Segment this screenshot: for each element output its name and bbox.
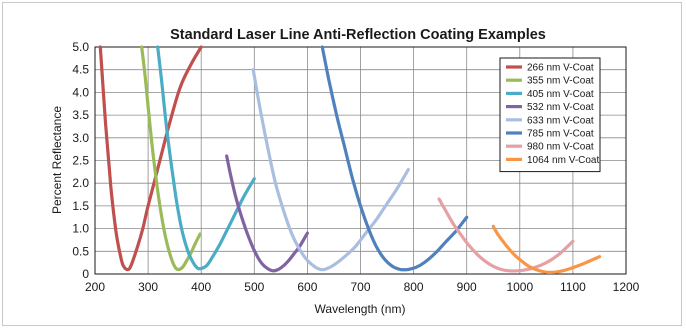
x-tick-label: 400: [191, 280, 211, 294]
y-tick-label: 3.5: [72, 108, 89, 122]
x-tick-label: 1000: [506, 280, 533, 294]
x-tick-label: 1200: [613, 280, 640, 294]
y-tick-label: 1.5: [72, 199, 89, 213]
y-tick-label: 4.0: [72, 85, 89, 99]
legend-label: 980 nm V-Coat: [527, 142, 594, 153]
x-tick-label: 900: [457, 280, 477, 294]
y-tick-label: 3.0: [72, 131, 89, 145]
x-tick-label: 300: [138, 280, 158, 294]
legend-label: 1064 nm V-Coat: [527, 155, 599, 166]
series-line-980-nm-v-coat: [437, 197, 575, 273]
y-tick-label: 5.0: [72, 40, 89, 54]
legend-label: 633 nm V-Coat: [527, 115, 594, 126]
series-layer: [98, 45, 602, 274]
legend-box: [499, 57, 601, 173]
x-tick-label: 600: [297, 280, 317, 294]
legend-label: 355 nm V-Coat: [527, 76, 594, 87]
legend-label: 405 nm V-Coat: [527, 89, 594, 100]
x-tick-label: 1100: [560, 280, 586, 294]
y-tick-label: 0: [82, 267, 89, 281]
chart-title: Standard Laser Line Anti-Reflection Coat…: [170, 27, 546, 43]
x-axis-label: Wavelength (nm): [315, 302, 406, 316]
tick-labels: 200 300 400 500 600 700 800 900 1000 1100 1200 0 0.5…: [72, 40, 639, 294]
y-tick-label: 2.0: [72, 176, 89, 190]
x-tick-label: 800: [404, 280, 424, 294]
legend-label: 532 nm V-Coat: [527, 102, 594, 113]
legend: 266 nm V-Coat 355 nm V-Coat 405 nm V-Coat 5…: [499, 57, 601, 173]
y-tick-label: 1.0: [72, 222, 89, 236]
series-line-266-nm-v-coat: [98, 45, 203, 272]
plot-border: [94, 46, 627, 275]
x-tick-label: 500: [244, 280, 264, 294]
series-line-633-nm-v-coat: [251, 68, 410, 272]
y-axis-label: Percent Reflectance: [50, 106, 64, 214]
x-tick-label: 200: [85, 280, 105, 294]
series-line-532-nm-v-coat: [225, 154, 309, 273]
legend-label: 785 nm V-Coat: [527, 129, 594, 140]
series-line-405-nm-v-coat: [156, 45, 256, 271]
series-line-1064-nm-v-coat: [491, 224, 602, 274]
y-tick-label: 2.5: [72, 154, 89, 168]
legend-label: 266 nm V-Coat: [527, 63, 594, 74]
x-tick-label: 700: [350, 280, 370, 294]
series-line-785-nm-v-coat: [320, 45, 469, 272]
y-tick-label: 0.5: [72, 244, 89, 258]
y-tick-label: 4.5: [72, 63, 89, 77]
